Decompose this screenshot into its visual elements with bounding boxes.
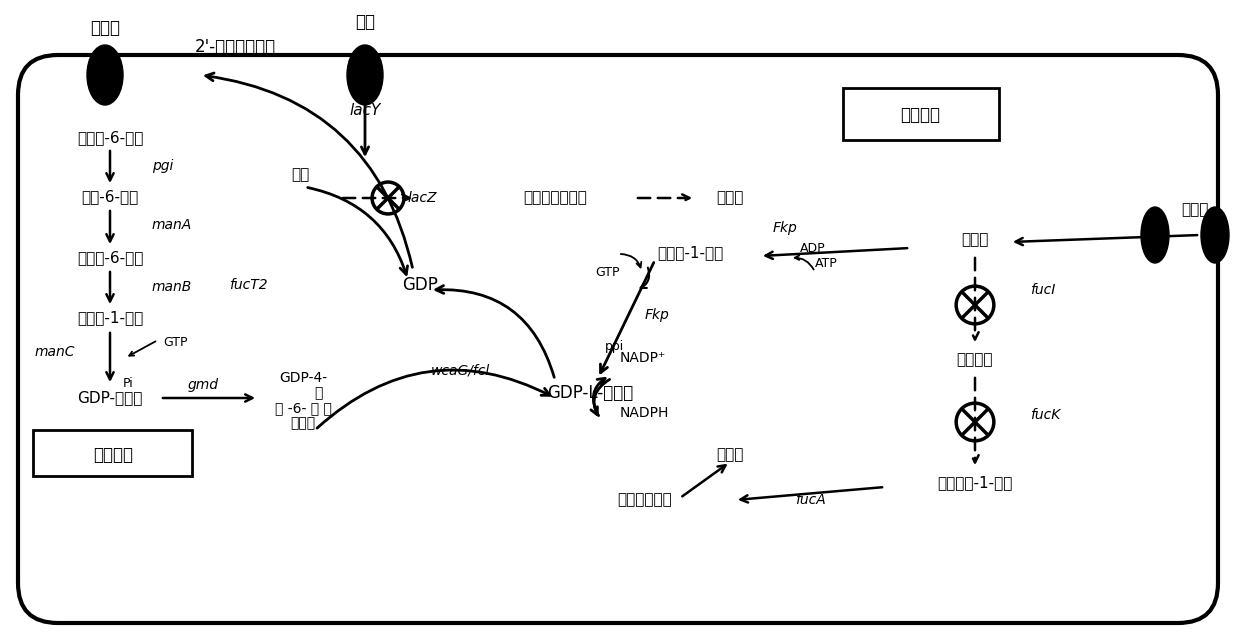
Text: 2'-岩藻糖基乳糖: 2'-岩藻糖基乳糖	[195, 38, 275, 56]
Text: ADP: ADP	[800, 242, 826, 254]
Text: GDP-甘露糖: GDP-甘露糖	[77, 390, 143, 406]
Text: manC: manC	[35, 345, 76, 359]
Text: 从头合成: 从头合成	[93, 446, 133, 464]
Text: Fkp: Fkp	[645, 308, 670, 322]
Text: 补救途径: 补救途径	[900, 106, 940, 124]
Text: GDP-4-: GDP-4-	[279, 371, 327, 385]
Text: 岩藻糖: 岩藻糖	[1182, 203, 1209, 217]
Ellipse shape	[347, 45, 383, 105]
FancyBboxPatch shape	[19, 55, 1218, 623]
Text: 墨角藻糖: 墨角藻糖	[957, 353, 993, 367]
Text: GTP: GTP	[162, 335, 187, 349]
Text: fucT2: fucT2	[228, 278, 268, 292]
Text: pgi: pgi	[153, 159, 174, 173]
Ellipse shape	[1141, 207, 1169, 263]
Ellipse shape	[1202, 207, 1229, 263]
Text: 岩藻糖: 岩藻糖	[961, 233, 988, 247]
Text: 磷酸二氢丙酮: 磷酸二氢丙酮	[618, 492, 672, 508]
Text: GDP: GDP	[402, 276, 438, 294]
Text: 乳糖: 乳糖	[355, 13, 374, 31]
Text: Fkp: Fkp	[773, 221, 797, 235]
Text: NADPH: NADPH	[620, 406, 670, 420]
Text: 甘露糖: 甘露糖	[290, 416, 315, 430]
Text: 葡萄糖-6-磷酸: 葡萄糖-6-磷酸	[77, 131, 143, 146]
Text: 葡萄糖: 葡萄糖	[91, 19, 120, 37]
Text: gmd: gmd	[187, 378, 218, 392]
Text: fucA: fucA	[795, 493, 826, 507]
Text: 糖酵解: 糖酵解	[717, 190, 744, 206]
Text: lacY: lacY	[350, 103, 381, 117]
Text: manA: manA	[153, 218, 192, 232]
Text: ppi: ppi	[605, 340, 624, 353]
FancyBboxPatch shape	[843, 88, 999, 140]
Text: manB: manB	[153, 280, 192, 294]
Text: 墨角藻糖-1-磷酸: 墨角藻糖-1-磷酸	[937, 476, 1013, 490]
Text: wcaG/fcl: wcaG/fcl	[430, 363, 490, 377]
Text: GTP: GTP	[595, 265, 620, 278]
Text: GDP-L-岩藻糖: GDP-L-岩藻糖	[547, 384, 634, 402]
Text: 岩藻糖-1-磷酸: 岩藻糖-1-磷酸	[657, 246, 723, 260]
Text: fucI: fucI	[1030, 283, 1055, 297]
Text: Pi: Pi	[123, 376, 134, 390]
Text: NADP⁺: NADP⁺	[620, 351, 666, 365]
Text: 基 -6- 脱 氧: 基 -6- 脱 氧	[274, 401, 331, 415]
Text: 甘露糖-1-磷酸: 甘露糖-1-磷酸	[77, 310, 143, 326]
Text: 甘露糖-6-磷酸: 甘露糖-6-磷酸	[77, 251, 143, 265]
Ellipse shape	[87, 45, 123, 105]
Text: 糖酵解: 糖酵解	[717, 447, 744, 463]
Text: 果糖-6-磷酸: 果糖-6-磷酸	[82, 190, 139, 204]
FancyBboxPatch shape	[33, 430, 192, 476]
Text: ATP: ATP	[815, 256, 838, 269]
Text: fucK: fucK	[1030, 408, 1060, 422]
Text: lacZ: lacZ	[408, 191, 438, 205]
Text: 乳糖: 乳糖	[291, 167, 309, 183]
Text: 酮: 酮	[314, 386, 322, 400]
Text: 半乳糖和葡萄糖: 半乳糖和葡萄糖	[523, 190, 587, 206]
